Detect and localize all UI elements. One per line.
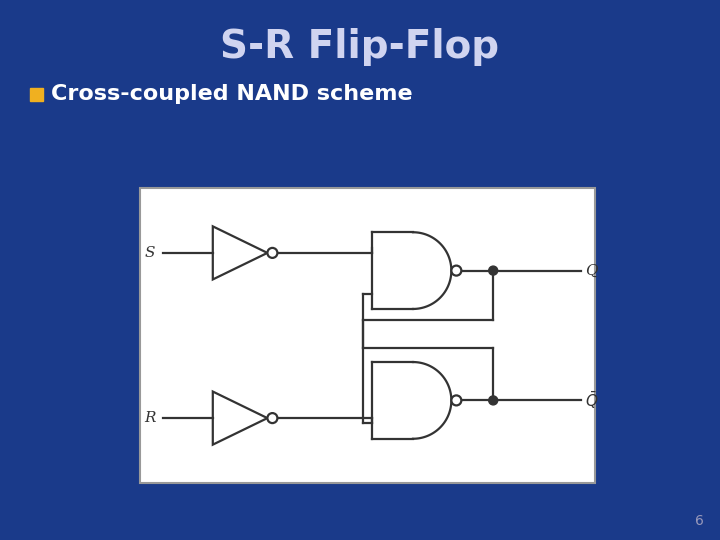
Circle shape — [489, 266, 498, 275]
Text: R: R — [145, 411, 156, 425]
Bar — [30, 88, 43, 101]
Text: S: S — [145, 246, 155, 260]
Circle shape — [267, 248, 277, 258]
Text: Q: Q — [585, 264, 598, 278]
Circle shape — [451, 395, 462, 406]
Circle shape — [489, 396, 498, 405]
Text: 6: 6 — [695, 514, 704, 528]
Text: Cross-coupled NAND scheme: Cross-coupled NAND scheme — [51, 84, 413, 105]
Text: S-R Flip-Flop: S-R Flip-Flop — [220, 28, 500, 66]
Circle shape — [267, 413, 277, 423]
Circle shape — [451, 266, 462, 275]
Bar — [140, 188, 595, 483]
Text: $\bar{Q}$: $\bar{Q}$ — [585, 390, 599, 411]
